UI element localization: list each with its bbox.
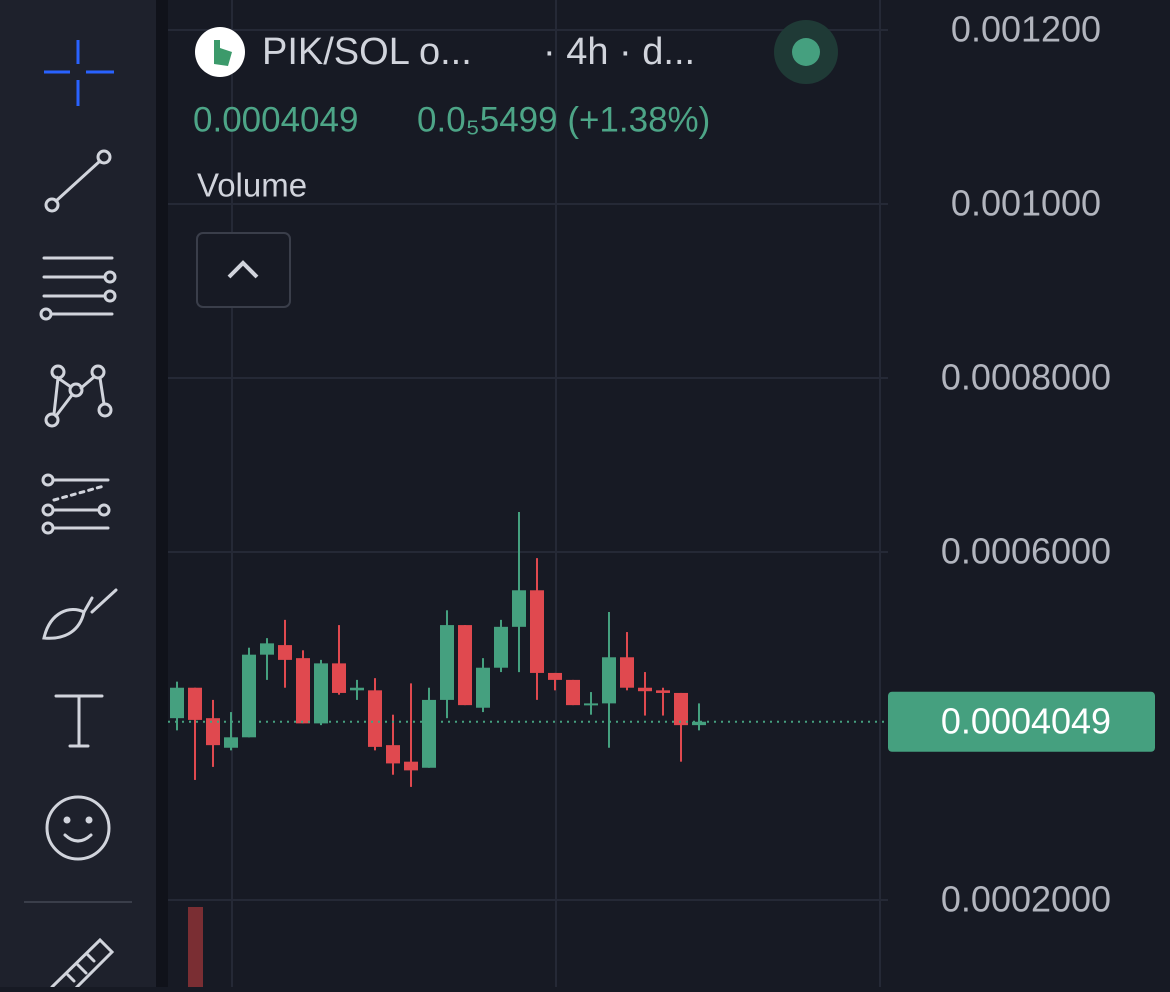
candle-body	[512, 590, 526, 627]
crosshair-tool[interactable]	[44, 40, 114, 106]
candle-body	[242, 654, 256, 738]
candle-body	[494, 626, 508, 668]
candle-body	[404, 761, 418, 771]
y-tick-label: 0.0006000	[941, 531, 1111, 572]
collapse-button[interactable]	[196, 232, 291, 308]
interval-text[interactable]: · 4h · d...	[543, 31, 695, 73]
candle-body	[638, 687, 652, 692]
candle-body	[296, 658, 310, 724]
legend-price: 0.0004049	[193, 100, 358, 139]
candle-body	[170, 687, 184, 719]
volume-bar	[188, 907, 203, 987]
candle-body	[332, 663, 346, 693]
candle-body	[530, 590, 544, 673]
candle-body	[548, 672, 562, 680]
trendline-tool[interactable]	[44, 149, 112, 213]
candle-body	[566, 679, 580, 706]
legend: PIK/SOL o... · 4h · d... 0.0004049 0.0₅5…	[193, 20, 838, 308]
candle-body	[350, 687, 364, 691]
fib-tool[interactable]	[39, 256, 117, 321]
grid-vertical	[231, 0, 881, 987]
toolbar-divider	[156, 0, 168, 987]
price-axis: 0.001200 0.001000 0.0008000 0.0006000 0.0002…	[888, 9, 1155, 920]
projection-tool[interactable]	[41, 473, 111, 535]
y-tick-label: 0.001200	[951, 9, 1101, 50]
pattern-tool[interactable]	[44, 364, 113, 428]
status-dot	[792, 38, 820, 66]
y-tick-label: 0.0002000	[941, 879, 1111, 920]
toolbar	[0, 0, 156, 987]
candle-body	[224, 737, 238, 748]
candle-body	[476, 667, 490, 708]
candle-body	[206, 718, 220, 746]
ruler-tool[interactable]	[50, 937, 115, 992]
candle-body	[314, 663, 328, 724]
candle-body	[584, 703, 598, 706]
candle-body	[386, 745, 400, 764]
candle-body	[188, 687, 202, 720]
candle-body	[620, 657, 634, 688]
symbol-icon-hand	[214, 40, 232, 66]
candle-body	[368, 690, 382, 747]
text-tool[interactable]	[54, 694, 104, 748]
last-price-box	[888, 691, 1155, 752]
brush-tool[interactable]	[42, 588, 118, 640]
y-tick-label: 0.001000	[951, 183, 1101, 224]
plot	[168, 29, 888, 902]
candle-body	[602, 657, 616, 704]
symbol-text[interactable]: PIK/SOL o...	[262, 31, 472, 73]
candle-body	[440, 625, 454, 700]
toolbar-icons	[24, 40, 132, 992]
emoji-tool[interactable]	[45, 795, 111, 861]
candle-body	[278, 645, 292, 660]
candle-body	[692, 721, 706, 726]
legend-change: 0.0₅5499 (+1.38%)	[417, 100, 710, 139]
volume-label: Volume	[197, 167, 307, 204]
candle-body	[260, 643, 274, 655]
last-price-label: 0.0004049	[941, 700, 1111, 741]
candle-body	[458, 625, 472, 706]
candle-body	[674, 692, 688, 726]
candle-body	[656, 690, 670, 693]
candle-body	[422, 699, 436, 768]
y-tick-label: 0.0008000	[941, 357, 1111, 398]
